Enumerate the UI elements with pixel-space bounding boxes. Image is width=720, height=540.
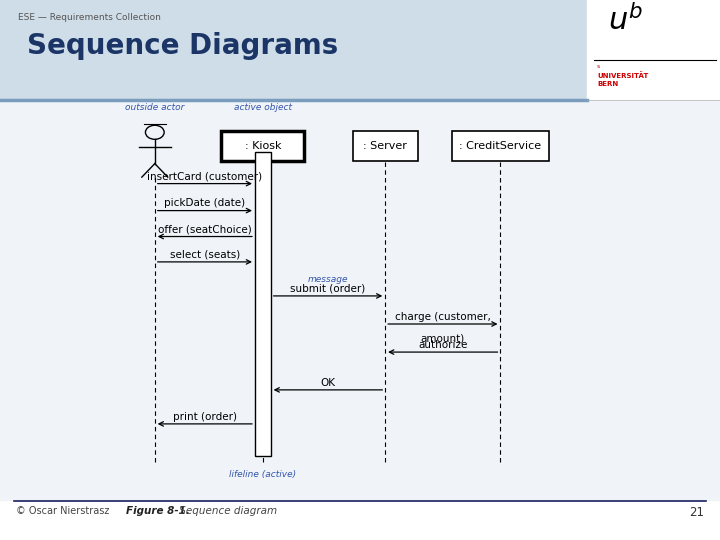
Text: OK: OK [320,377,336,388]
Text: offer (seatChoice): offer (seatChoice) [158,224,252,234]
Text: : Kiosk: : Kiosk [245,141,281,151]
Text: outside actor: outside actor [125,103,184,112]
Bar [222,131,304,160]
Bar [587,0,720,100]
Text: : Server: : Server [364,141,407,151]
Text: pickDate (date): pickDate (date) [164,198,246,208]
Bar [255,152,271,456]
Text: amount): amount) [420,334,465,344]
Text: Sequence Diagrams: Sequence Diagrams [27,32,338,60]
Text: 21: 21 [689,506,704,519]
Text: BERN: BERN [597,81,618,87]
Text: ESE — Requirements Collection: ESE — Requirements Collection [18,14,161,23]
Text: message: message [307,275,348,284]
Text: $\mathit{u}^b$: $\mathit{u}^b$ [608,5,644,37]
Text: submit (order): submit (order) [290,284,366,294]
Text: select (seats): select (seats) [170,249,240,260]
Text: Sequence diagram: Sequence diagram [176,506,277,516]
Bar [353,131,418,160]
Text: Figure 8-1.: Figure 8-1. [126,506,190,516]
Bar [452,131,549,160]
Text: insertCard (customer): insertCard (customer) [148,171,262,181]
Text: UNIVERSITÄT: UNIVERSITÄT [597,72,648,79]
Bar [0,0,587,100]
Text: © Oscar Nierstrasz: © Oscar Nierstrasz [16,506,109,516]
Text: : CreditService: : CreditService [459,141,541,151]
Text: charge (customer,: charge (customer, [395,312,491,322]
Bar [0,100,720,500]
Text: active object: active object [234,103,292,112]
Text: lifeline (active): lifeline (active) [229,470,297,479]
Text: s: s [597,64,600,69]
Text: authorize: authorize [418,340,467,350]
Text: print (order): print (order) [173,411,237,422]
